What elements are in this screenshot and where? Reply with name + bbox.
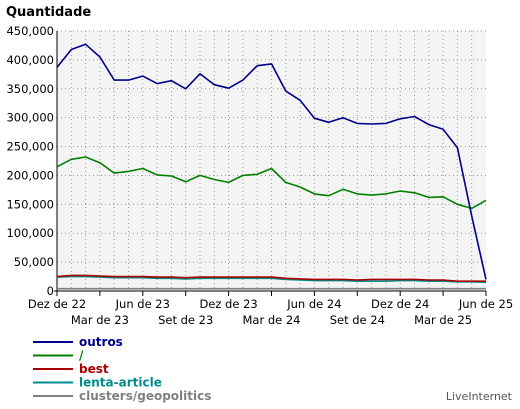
y-tick-label: 350,000 xyxy=(6,82,54,96)
y-tick-label: 0 xyxy=(47,284,54,298)
axes: 0 50,000 100,000 150,000 200,000 250,000 300,0… xyxy=(6,24,513,327)
x-tick-label: Mar de 23 xyxy=(71,313,129,327)
series-line-outros xyxy=(56,43,487,280)
legend-label: outros xyxy=(79,335,123,349)
legend-label: clusters/geopolitics xyxy=(79,389,211,403)
x-tick-label: Set de 24 xyxy=(330,313,385,327)
y-tick-label: 400,000 xyxy=(6,53,54,67)
y-tick-label: 150,000 xyxy=(6,197,54,211)
brand-label: LiveInternet xyxy=(446,390,513,403)
legend-label: lenta-article xyxy=(79,376,162,390)
legend-label: / xyxy=(79,349,84,363)
legend: outros/bestlenta-articleclusters/geopoli… xyxy=(33,335,211,403)
series-lines xyxy=(56,43,487,290)
x-tick-label: Set de 23 xyxy=(158,313,213,327)
x-tick-label: Jun de 23 xyxy=(115,297,170,311)
x-tick-label: Jun de 24 xyxy=(286,297,341,311)
x-tick-label: Jun de 25 xyxy=(458,297,513,311)
x-tick-label: Dez de 23 xyxy=(199,297,257,311)
legend-label: best xyxy=(79,362,109,376)
y-tick-label: 200,000 xyxy=(6,168,54,182)
series-line- xyxy=(56,156,487,210)
y-tick-label: 50,000 xyxy=(14,255,54,269)
y-axis-label: Quantidade xyxy=(6,5,91,20)
y-tick-label: 300,000 xyxy=(6,111,54,125)
x-tick-label: Mar de 24 xyxy=(242,313,300,327)
y-tick-label: 250,000 xyxy=(6,140,54,154)
x-tick-label: Dez de 24 xyxy=(371,297,429,311)
x-tick-label: Dez de 22 xyxy=(28,297,86,311)
x-tick-label: Mar de 25 xyxy=(414,313,472,327)
grid xyxy=(57,30,486,291)
y-tick-label: 100,000 xyxy=(6,226,54,240)
series-line-best xyxy=(56,274,486,283)
y-tick-label: 450,000 xyxy=(6,24,54,38)
series-line-lenta-article xyxy=(56,275,487,284)
